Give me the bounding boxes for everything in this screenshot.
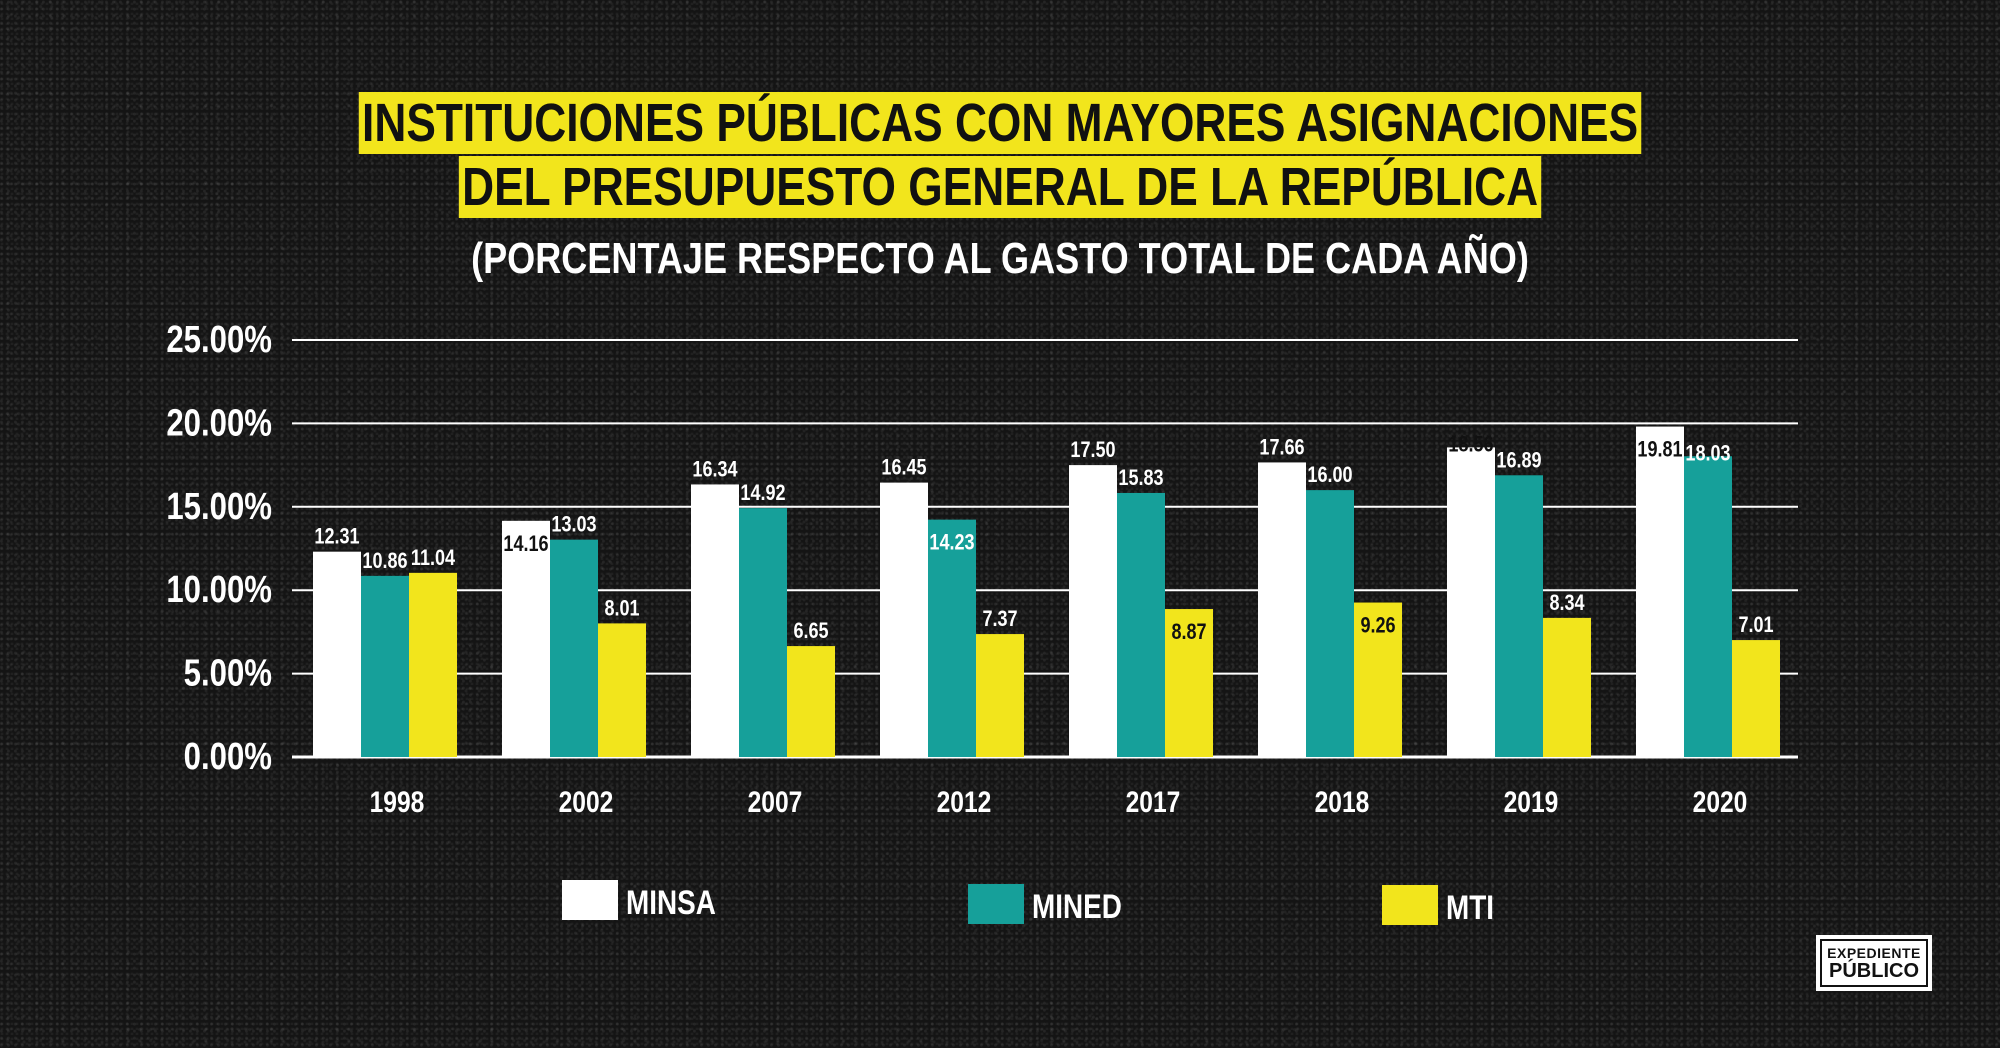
bar-mined xyxy=(550,539,598,757)
bar-mti xyxy=(1165,609,1213,757)
data-label: 14.92 xyxy=(740,482,785,506)
legend-swatch-minsa xyxy=(562,880,618,920)
data-label: 12.31 xyxy=(314,525,359,549)
data-label: 18.03 xyxy=(1685,442,1730,466)
x-tick-label: 2018 xyxy=(1315,785,1370,819)
y-tick-label: 25.00% xyxy=(166,319,272,361)
data-label: 16.00 xyxy=(1307,464,1352,488)
y-tick-label: 15.00% xyxy=(166,486,272,528)
bar-minsa xyxy=(1636,426,1684,757)
chart-title-line-2: DEL PRESUPUESTO GENERAL DE LA REPÚBLICA xyxy=(458,156,1542,218)
x-tick-label: 2020 xyxy=(1693,785,1748,819)
bar-mti xyxy=(1354,602,1402,757)
x-tick-label: 2012 xyxy=(937,785,992,819)
bar-minsa xyxy=(880,482,928,757)
logo-line-2: PÚBLICO xyxy=(1829,960,1919,982)
data-label: 13.03 xyxy=(551,513,596,537)
y-tick-label: 10.00% xyxy=(166,569,272,611)
data-label: 17.66 xyxy=(1259,436,1304,460)
data-label: 8.87 xyxy=(1171,620,1206,644)
bar-minsa xyxy=(691,484,739,757)
chart-subtitle: (PORCENTAJE RESPECTO AL GASTO TOTAL DE C… xyxy=(471,234,1529,283)
bar-minsa xyxy=(502,520,550,757)
data-label: 16.45 xyxy=(881,456,926,480)
bar-mined xyxy=(739,508,787,757)
data-label: 9.26 xyxy=(1360,614,1395,638)
data-label: 7.01 xyxy=(1738,613,1773,637)
y-tick-label: 20.00% xyxy=(166,403,272,445)
data-label: 14.16 xyxy=(503,532,548,556)
bar-minsa xyxy=(1258,462,1306,757)
legend-label-mti: MTI xyxy=(1446,889,1495,927)
data-label: 6.65 xyxy=(793,619,828,643)
legend-item-mined: MINED xyxy=(968,884,1142,924)
legend-swatch-mined xyxy=(968,884,1024,924)
bar-mti xyxy=(1543,617,1591,757)
data-label: 17.50 xyxy=(1070,439,1115,463)
chart-title-block: INSTITUCIONES PÚBLICAS CON MAYORES ASIGN… xyxy=(0,92,2000,284)
x-tick-label: 2002 xyxy=(559,785,614,819)
data-label: 14.23 xyxy=(929,531,974,555)
data-label: 16.34 xyxy=(692,458,738,482)
x-tick-label: 2017 xyxy=(1126,785,1181,819)
data-label: 8.01 xyxy=(604,597,639,621)
data-label: 10.86 xyxy=(362,549,407,573)
expediente-publico-logo: EXPEDIENTE PÚBLICO xyxy=(1816,935,1932,991)
legend-label-minsa: MINSA xyxy=(626,884,716,922)
logo-line-1: EXPEDIENTE xyxy=(1827,945,1921,961)
bar-mined xyxy=(1495,475,1543,757)
legend-swatch-mti xyxy=(1382,885,1438,925)
y-tick-label: 0.00% xyxy=(184,736,272,778)
legend-label-mined: MINED xyxy=(1032,888,1122,926)
bar-minsa xyxy=(313,551,361,757)
data-label: 8.34 xyxy=(1549,591,1585,615)
data-label: 7.37 xyxy=(982,607,1017,631)
bar-minsa xyxy=(1447,447,1495,757)
data-label: 15.83 xyxy=(1118,466,1163,490)
legend-item-minsa: MINSA xyxy=(562,880,736,920)
bar-mti xyxy=(1732,640,1780,757)
x-tick-label: 2007 xyxy=(748,785,803,819)
bar-mti xyxy=(409,572,457,757)
bar-mined xyxy=(361,575,409,757)
data-label: 19.81 xyxy=(1637,438,1682,462)
chart-title-line-1: INSTITUCIONES PÚBLICAS CON MAYORES ASIGN… xyxy=(358,92,1642,154)
legend-item-mti: MTI xyxy=(1382,885,1505,925)
x-tick-label: 1998 xyxy=(370,785,425,819)
data-label: 16.89 xyxy=(1496,449,1541,473)
bar-mti xyxy=(976,634,1024,757)
bar-mined xyxy=(1306,490,1354,757)
bar-minsa xyxy=(1069,465,1117,757)
bar-mti xyxy=(598,623,646,757)
x-tick-label: 2019 xyxy=(1504,785,1559,819)
bar-mined xyxy=(1684,456,1732,757)
data-label: 11.04 xyxy=(411,546,456,570)
bar-mti xyxy=(787,646,835,757)
data-label: 18.56 xyxy=(1448,433,1493,457)
y-tick-label: 5.00% xyxy=(184,653,272,695)
bar-mined xyxy=(1117,492,1165,757)
bar-mined xyxy=(928,519,976,757)
